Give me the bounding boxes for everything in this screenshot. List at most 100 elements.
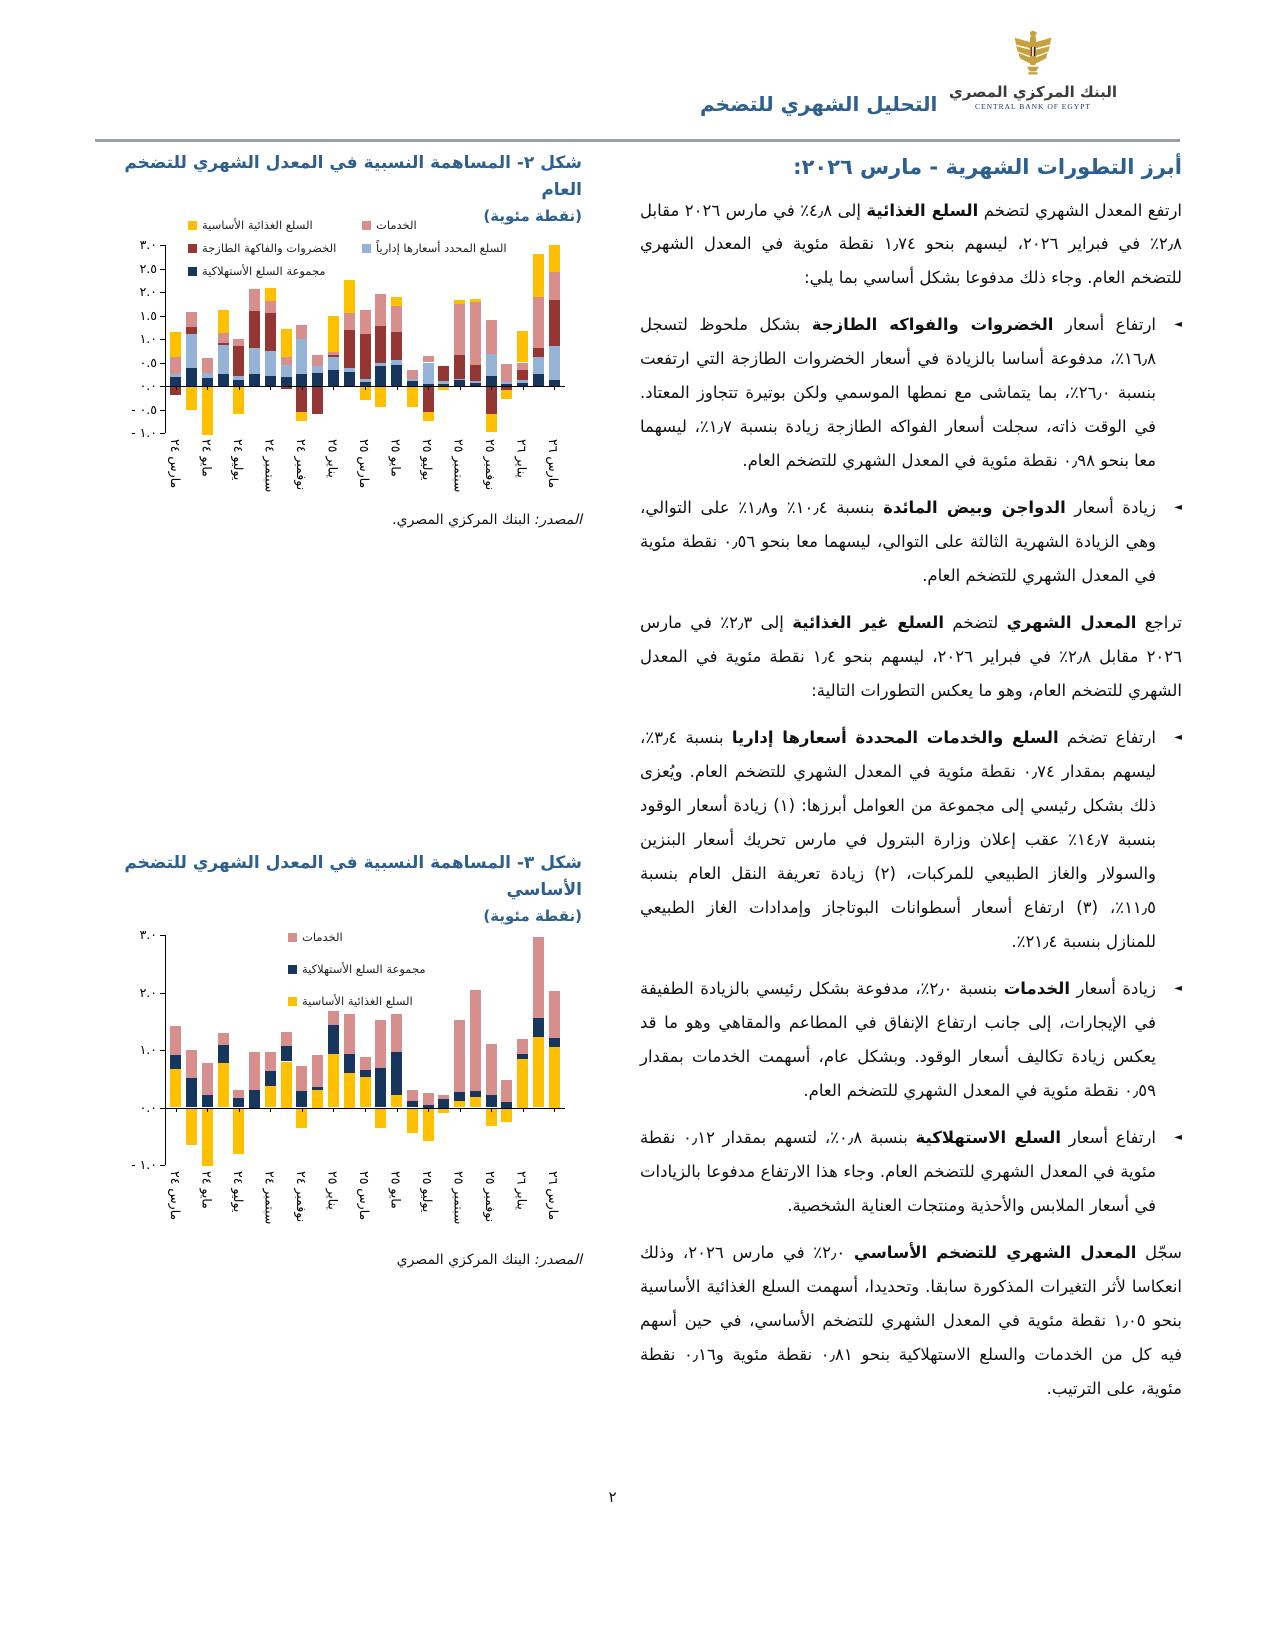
legend-item: السلع المحدد أسعارها إدارياً (362, 241, 507, 255)
paragraph: سجّل المعدل الشهري للتضخم الأساسي ٢٫٠٪ ف… (640, 1243, 1182, 1398)
y-tick (160, 245, 165, 246)
bar-segment (343, 371, 355, 386)
bar-segment (548, 271, 560, 300)
figure3-chart: الخدمات مجموعة السلع الأستهلاكية السلع ا… (95, 920, 582, 1275)
x-tick-label: مايو ٢٤ (199, 1171, 215, 1209)
bar-segment (186, 1077, 198, 1108)
bar-segment (312, 1087, 324, 1091)
bar-segment (280, 356, 292, 365)
bar-segment (249, 288, 261, 311)
bar-segment (391, 1094, 403, 1108)
bar-segment (548, 299, 560, 346)
y-tick (160, 1107, 165, 1109)
x-tick-label: نوفمبر ٢٥ (483, 439, 499, 491)
bar-segment (186, 334, 198, 369)
y-tick-label: ٢.٥ (139, 260, 157, 276)
bar-segment (249, 374, 261, 386)
figures-column: شكل ٢- المساهمة النسبية في المعدل الشهري… (95, 150, 582, 1330)
bar-segment (327, 1010, 339, 1026)
bar-segment (391, 360, 403, 365)
y-tick-label: - ١.٠ (131, 425, 157, 440)
bar-segment (375, 294, 387, 326)
bar-segment (170, 356, 182, 374)
x-tick-label: مارس ٢٥ (357, 1171, 372, 1221)
bar-segment (343, 280, 355, 314)
x-tick-label: يوليو ٢٤ (230, 439, 246, 481)
bar-segment (296, 339, 308, 375)
bar-segment (249, 1052, 261, 1091)
bar-segment (406, 386, 418, 408)
bar-segment (532, 1037, 544, 1108)
y-tick-label: ١.٠ (139, 1042, 157, 1057)
bar-segment (438, 386, 450, 390)
bar-segment (312, 355, 324, 366)
figure3-title: شكل ٣- المساهمة النسبية في المعدل الشهري… (124, 853, 582, 901)
bar-segment (548, 1037, 560, 1048)
bar-segment (359, 334, 371, 379)
bar-segment (469, 383, 481, 386)
bar-segment (280, 364, 292, 377)
cbe-name-arabic: البنك المركزي المصري (948, 83, 1118, 101)
legend-swatch-vegfruit (188, 243, 197, 253)
bar-segment (548, 991, 560, 1038)
figure2-source: المصدر: البنك المركزي المصري. (85, 512, 582, 528)
legend-swatch-administered (362, 243, 371, 253)
bar-segment (548, 380, 560, 386)
bar-segment (249, 310, 261, 349)
bar-segment (422, 411, 434, 422)
bar-segment (517, 1054, 529, 1059)
bar-segment (438, 1094, 450, 1099)
x-tick (554, 1107, 556, 1112)
bar-segment (469, 990, 481, 1092)
bar-segment (485, 375, 497, 386)
y-tick-label: ١.٥ (139, 307, 157, 323)
legend-item: الخدمات (288, 930, 343, 944)
bar-segment (327, 356, 339, 370)
bar-segment (186, 327, 198, 335)
cbe-logo: البنك المركزي المصري CENTRAL BANK OF EGY… (948, 28, 1118, 136)
bar-segment (217, 333, 229, 343)
bar-segment (264, 1085, 276, 1108)
bar-segment (375, 1019, 387, 1069)
y-tick-label: ٢.٠ (139, 284, 157, 299)
bar-segment (264, 350, 276, 376)
bar-segment (170, 376, 182, 386)
bar-segment (312, 1054, 324, 1088)
x-tick-label: يوليو ٢٥ (420, 1171, 436, 1213)
bar-segment (422, 386, 434, 412)
y-axis (165, 935, 166, 1165)
bar-segment (422, 362, 434, 384)
legend-item: السلع الغذائية الأساسية (188, 218, 313, 232)
y-tick (160, 268, 165, 270)
bar-segment (454, 355, 466, 379)
x-tick (491, 386, 493, 390)
bar-segment (233, 346, 245, 376)
bar-segment (469, 381, 481, 384)
bar-segment (485, 354, 497, 376)
x-tick-label: مايو ٢٥ (388, 1171, 404, 1209)
bar-segment (517, 380, 529, 384)
y-axis (165, 245, 166, 433)
y-tick (160, 409, 165, 411)
x-tick-label: مارس ٢٤ (167, 1171, 183, 1221)
legend-swatch-food (188, 220, 197, 230)
figure3-source: المصدر: البنك المركزي المصري (85, 1252, 582, 1268)
bar-segment (296, 324, 308, 339)
bar-segment (548, 244, 560, 272)
x-tick-label: سبتمبر ٢٤ (262, 439, 278, 493)
legend-label: الخدمات (376, 218, 417, 232)
bar-segment (422, 383, 434, 386)
bar-segment (422, 1093, 434, 1105)
bar-segment (233, 375, 245, 381)
document-title: التحليل الشهري للتضخم (700, 92, 938, 116)
bar-segment (327, 1054, 339, 1108)
bar-segment (406, 381, 418, 386)
bar-segment (217, 345, 229, 375)
bar-segment (359, 309, 371, 335)
x-tick (522, 386, 524, 390)
bar-segment (501, 364, 513, 383)
bar-segment (406, 1089, 418, 1101)
bar-segment (264, 301, 276, 314)
bar-segment (296, 374, 308, 386)
bar-segment (170, 1054, 182, 1069)
